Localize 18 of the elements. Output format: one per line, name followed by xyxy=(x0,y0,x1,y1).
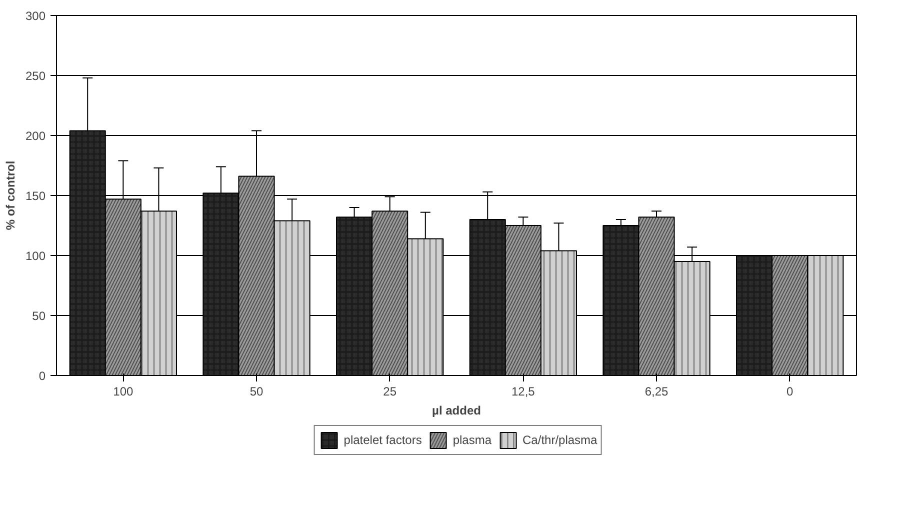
y-tick-label: 150 xyxy=(25,189,46,203)
legend-label: platelet factors xyxy=(344,433,422,447)
x-tick-label: 50 xyxy=(250,384,264,398)
x-axis-title: µl added xyxy=(432,404,481,418)
x-tick-label: 0 xyxy=(786,384,794,398)
legend-label: Ca/thr/plasma xyxy=(522,433,598,447)
y-tick-label: 300 xyxy=(25,9,46,23)
x-tick-label: 100 xyxy=(113,384,134,398)
legend-label: plasma xyxy=(452,433,492,447)
y-tick-label: 0 xyxy=(38,369,46,383)
y-tick-label: 200 xyxy=(25,129,46,143)
y-tick-label: 100 xyxy=(25,249,46,263)
x-tick-label: 6,25 xyxy=(644,384,669,398)
x-tick-label: 12,5 xyxy=(511,384,536,398)
y-tick-label: 250 xyxy=(25,69,46,83)
x-tick-label: 25 xyxy=(383,384,397,398)
y-axis-title: % of control xyxy=(3,160,18,230)
y-tick-label: 50 xyxy=(32,309,46,323)
